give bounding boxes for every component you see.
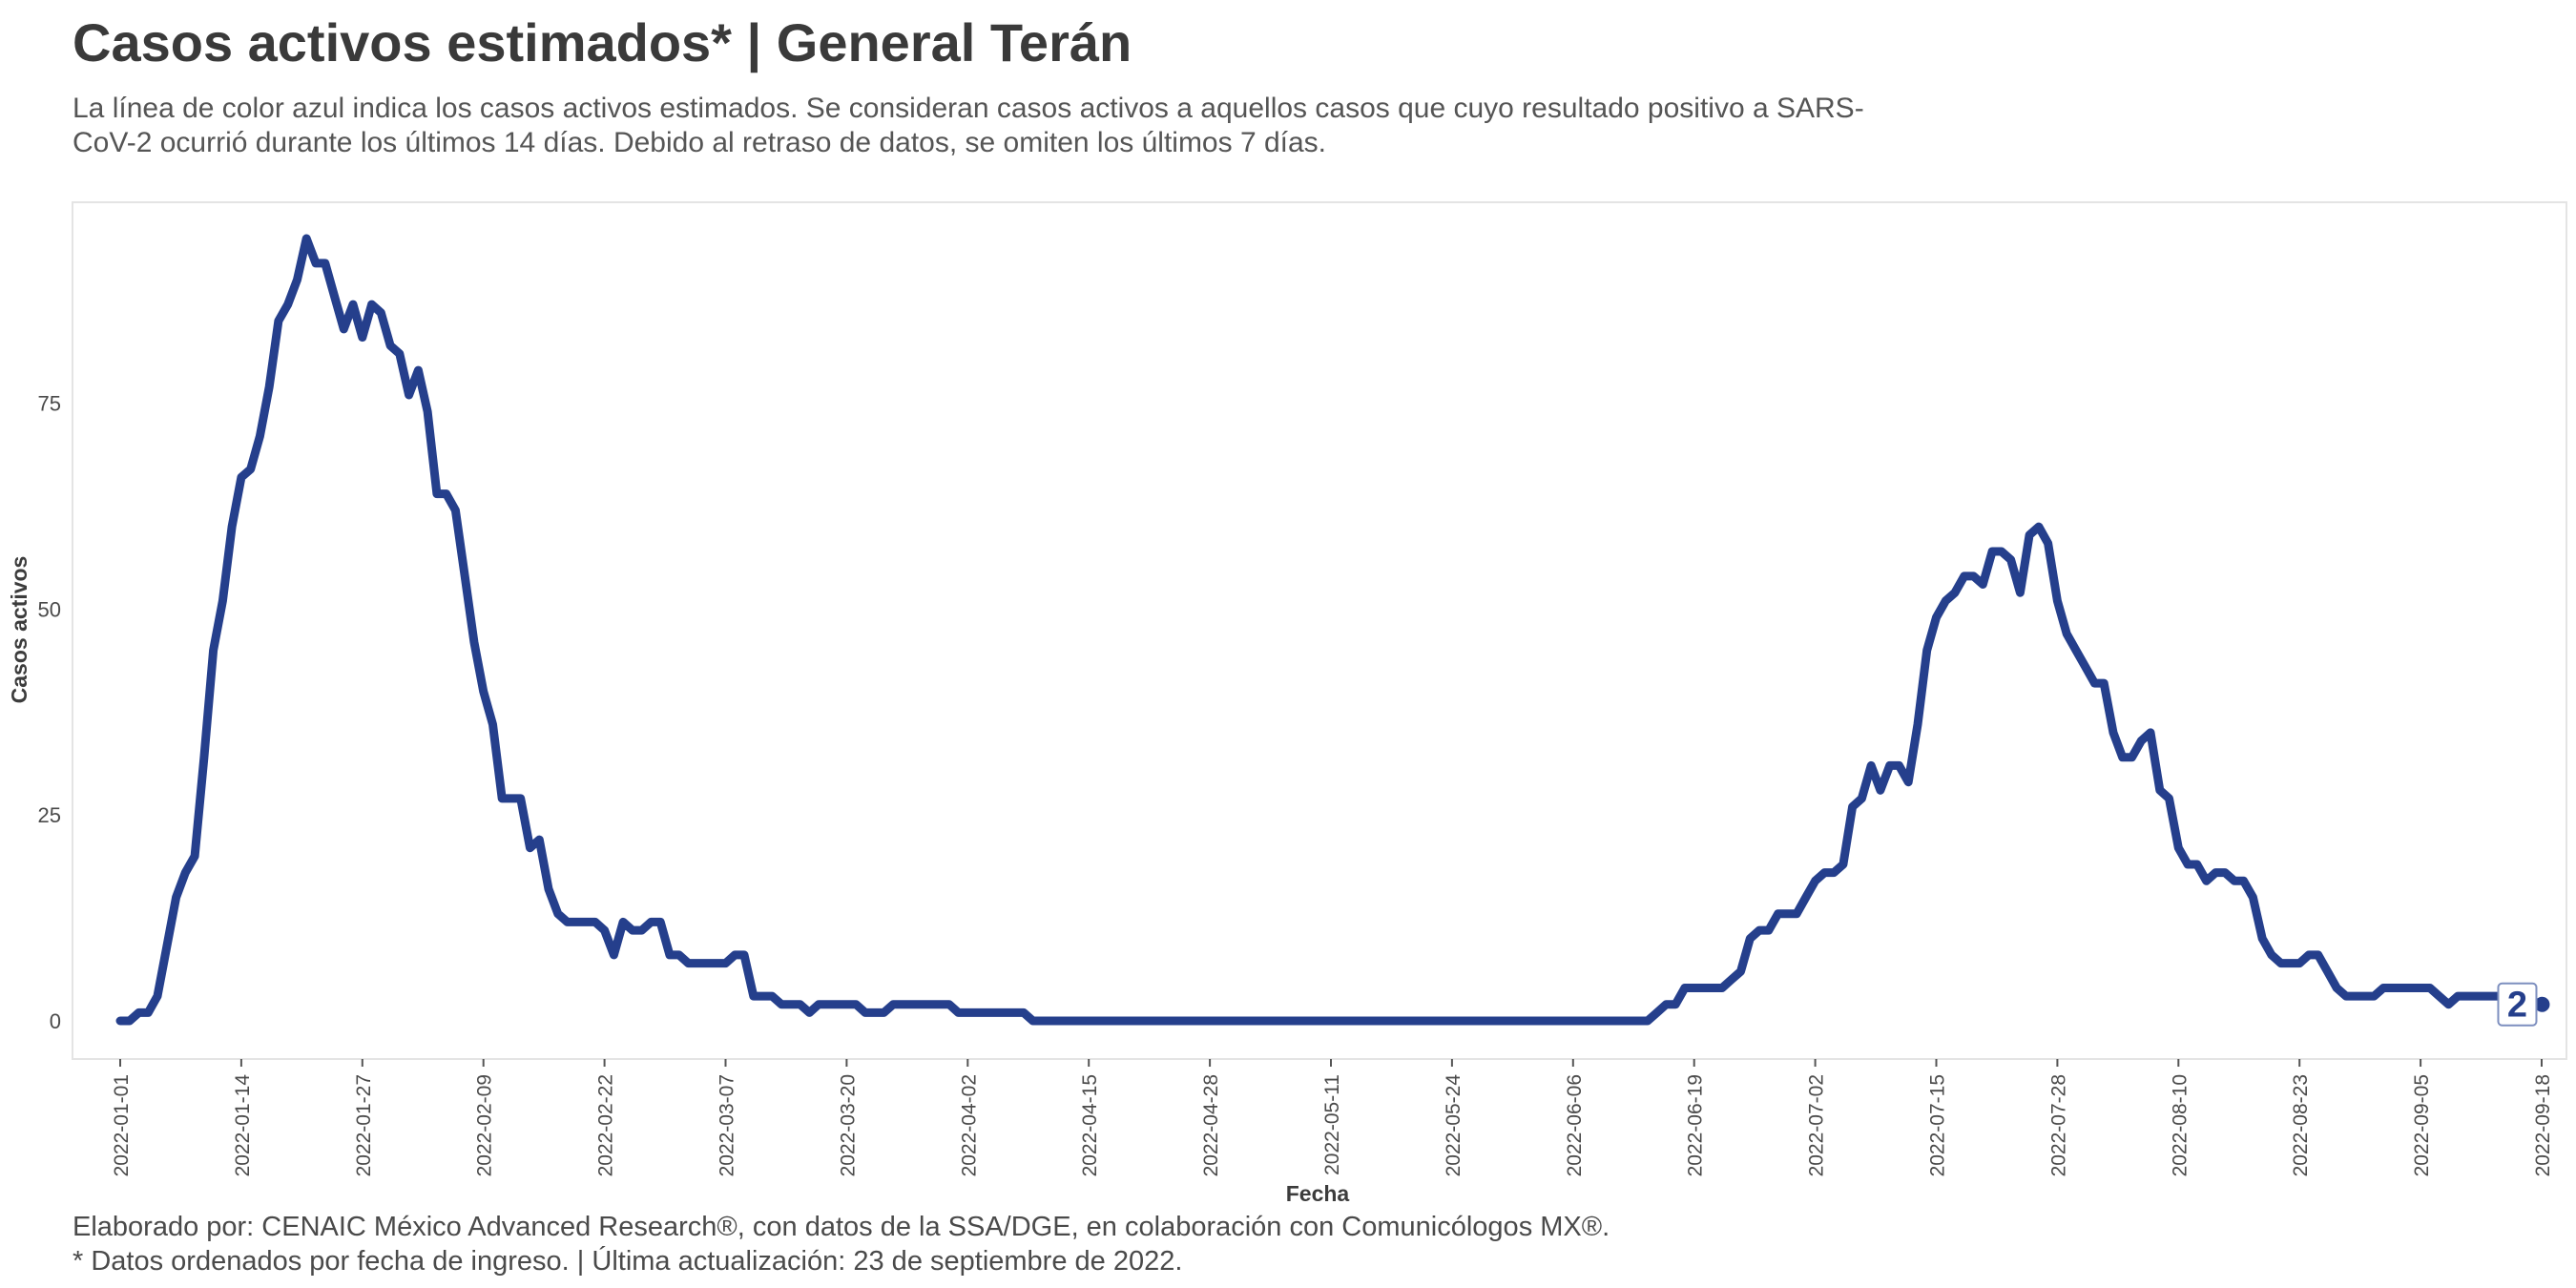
x-tick-label: 2022-04-15 [1079,1074,1101,1176]
x-tick-label: 2022-01-27 [353,1074,375,1176]
y-tick-label: 25 [38,803,61,827]
caption-note: * Datos ordenados por fecha de ingreso. … [73,1246,1183,1277]
x-tick-label: 2022-07-15 [1927,1074,1949,1176]
x-axis: 2022-01-01 2022-01-14 2022-01-27 2022-02-09… [111,1059,2554,1176]
chart-title: Casos activos estimados* | General Terán [73,12,1132,73]
x-tick-label: 2022-04-28 [1200,1074,1222,1176]
x-axis-label: Fecha [1286,1181,1350,1206]
x-tick-label: 2022-09-05 [2411,1074,2433,1176]
x-tick-label: 2022-01-01 [111,1074,133,1176]
x-tick-label: 2022-08-23 [2290,1074,2312,1176]
x-tick-label: 2022-05-11 [1321,1074,1343,1175]
end-label: 2 [2507,986,2527,1026]
caption: Elaborado por: CENAIC México Advanced Re… [73,1210,1610,1278]
y-tick-label: 50 [38,597,61,621]
x-tick-label: 2022-08-10 [2169,1074,2191,1176]
x-tick-label: 2022-06-06 [1564,1074,1586,1176]
y-tick-label: 0 [50,1009,61,1033]
x-tick-label: 2022-03-07 [717,1074,738,1176]
x-tick-label: 2022-09-18 [2532,1074,2554,1176]
plot-panel [72,201,2567,1060]
x-tick-label: 2022-07-28 [2047,1074,2069,1176]
end-label-box [2497,982,2538,1027]
x-tick-label: 2022-02-22 [595,1074,617,1176]
y-tick-label: 75 [38,392,61,416]
x-tick-label: 2022-02-09 [474,1074,496,1176]
x-tick-label: 2022-01-14 [232,1074,254,1177]
y-axis-label: Casos activos [7,556,31,704]
end-point [2534,996,2550,1012]
series-line [115,234,2527,1026]
x-tick-label: 2022-03-20 [837,1074,859,1176]
x-tick-label: 2022-05-24 [1443,1074,1465,1177]
x-tick-label: 2022-07-02 [1806,1074,1828,1176]
caption-credits: Elaborado por: CENAIC México Advanced Re… [73,1212,1610,1242]
chart-subtitle: La línea de color azul indica los casos … [73,93,1864,158]
y-axis: 0 25 50 75 [38,392,61,1033]
x-tick-label: 2022-04-02 [958,1074,980,1176]
x-tick-label: 2022-06-19 [1685,1074,1707,1176]
